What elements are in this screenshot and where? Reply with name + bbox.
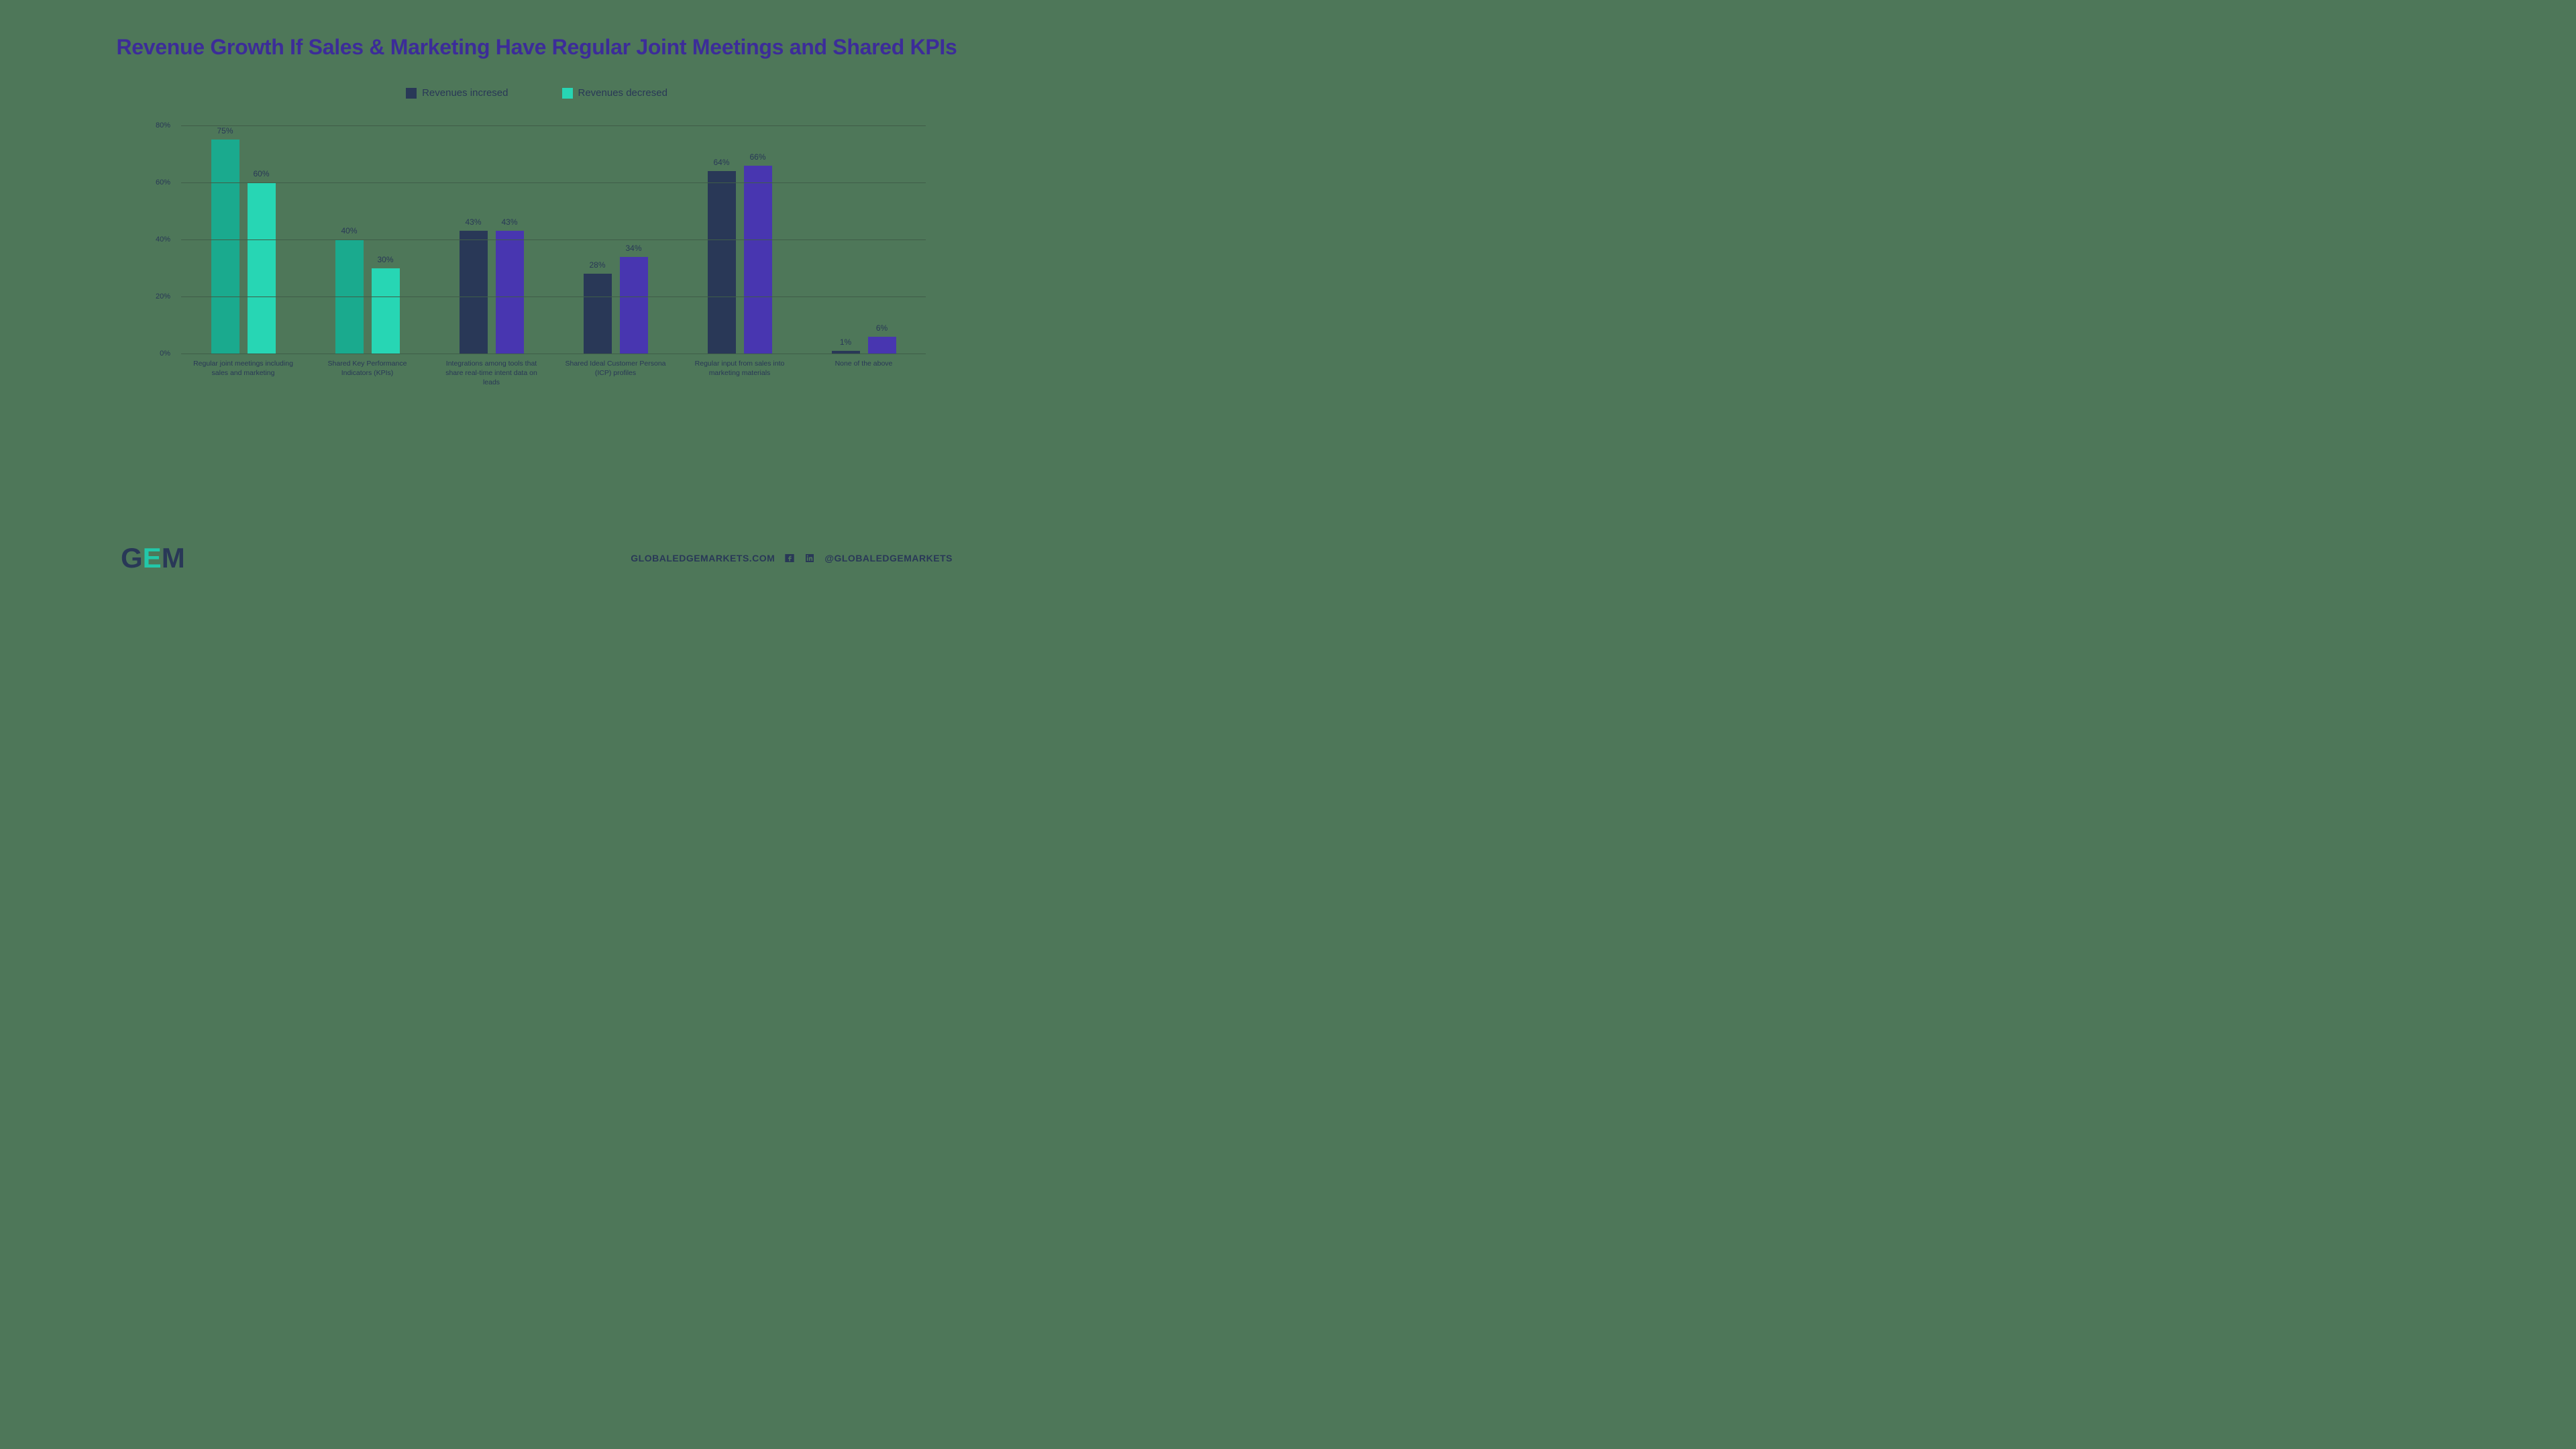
bar-series-a: 64% [708,171,736,354]
y-tick-label: 80% [148,121,170,129]
footer-right: GLOBALEDGEMARKETS.COM @GLOBALEDGEMARKETS [631,553,953,564]
footer-handle: @GLOBALEDGEMARKETS [824,553,953,564]
legend-swatch-increased [406,88,417,99]
bar-value-label: 64% [713,158,729,167]
logo-g: G [121,542,143,574]
y-tick-label: 0% [148,350,170,358]
footer-site: GLOBALEDGEMARKETS.COM [631,553,775,564]
gridline [181,182,926,183]
legend-swatch-decreased [562,88,573,99]
bar-value-label: 28% [589,260,605,270]
logo: GEM [121,542,185,574]
gridline [181,239,926,240]
legend: Revenues incresed Revenues decresed [0,87,1073,99]
x-axis-label: Shared Ideal Customer Persona (ICP) prof… [553,354,678,394]
bar-series-b: 34% [620,257,648,354]
bar-series-b: 6% [868,337,896,354]
bar-value-label: 1% [840,337,851,347]
bar-value-label: 40% [341,226,357,235]
bar-value-label: 30% [377,255,393,264]
y-tick-label: 40% [148,235,170,244]
x-axis-label: Regular input from sales into marketing … [678,354,802,394]
legend-label-increased: Revenues incresed [422,87,508,99]
bar-value-label: 43% [465,217,481,227]
legend-item-decreased: Revenues decresed [562,87,667,99]
bar-value-label: 6% [876,323,888,333]
gridline [181,125,926,126]
x-axis-label: None of the above [802,354,926,394]
bar-series-a: 43% [460,231,488,354]
legend-item-increased: Revenues incresed [406,87,508,99]
chart-area: 0% 20% 40% 60% 80% 75% 60% 40% 30% 43% 43% 28% 34% 6… [148,112,926,394]
bar-value-label: 75% [217,126,233,136]
bar-series-b: 30% [372,268,400,354]
bar-value-label: 60% [253,169,269,178]
y-tick-label: 60% [148,178,170,186]
logo-e: E [143,542,162,574]
logo-m: M [162,542,185,574]
bar-series-b: 60% [248,182,276,354]
x-axis-labels: Regular joint meetings including sales a… [181,354,926,394]
x-axis-label: Shared Key Performance Indicators (KPIs) [305,354,429,394]
bar-series-b: 66% [744,166,772,354]
bar-series-a: 28% [584,274,612,354]
chart-title: Revenue Growth If Sales & Marketing Have… [0,0,1073,60]
y-axis: 0%20%40%60%80% [148,125,181,354]
bar-value-label: 34% [625,244,641,253]
y-tick-label: 20% [148,292,170,301]
x-axis-label: Regular joint meetings including sales a… [181,354,305,394]
bar-value-label: 43% [501,217,517,227]
x-axis-label: Integrations among tools that share real… [429,354,553,394]
bar-series-b: 43% [496,231,524,354]
legend-label-decreased: Revenues decresed [578,87,667,99]
linkedin-icon [804,553,815,564]
bar-series-a: 75% [211,140,239,354]
plot-area: 75% 60% 40% 30% 43% 43% 28% 34% 64% 66% 1% 6% [181,125,926,354]
footer: GEM GLOBALEDGEMARKETS.COM @GLOBALEDGEMAR… [0,542,1073,574]
facebook-icon [784,553,795,564]
bar-value-label: 66% [749,152,765,162]
